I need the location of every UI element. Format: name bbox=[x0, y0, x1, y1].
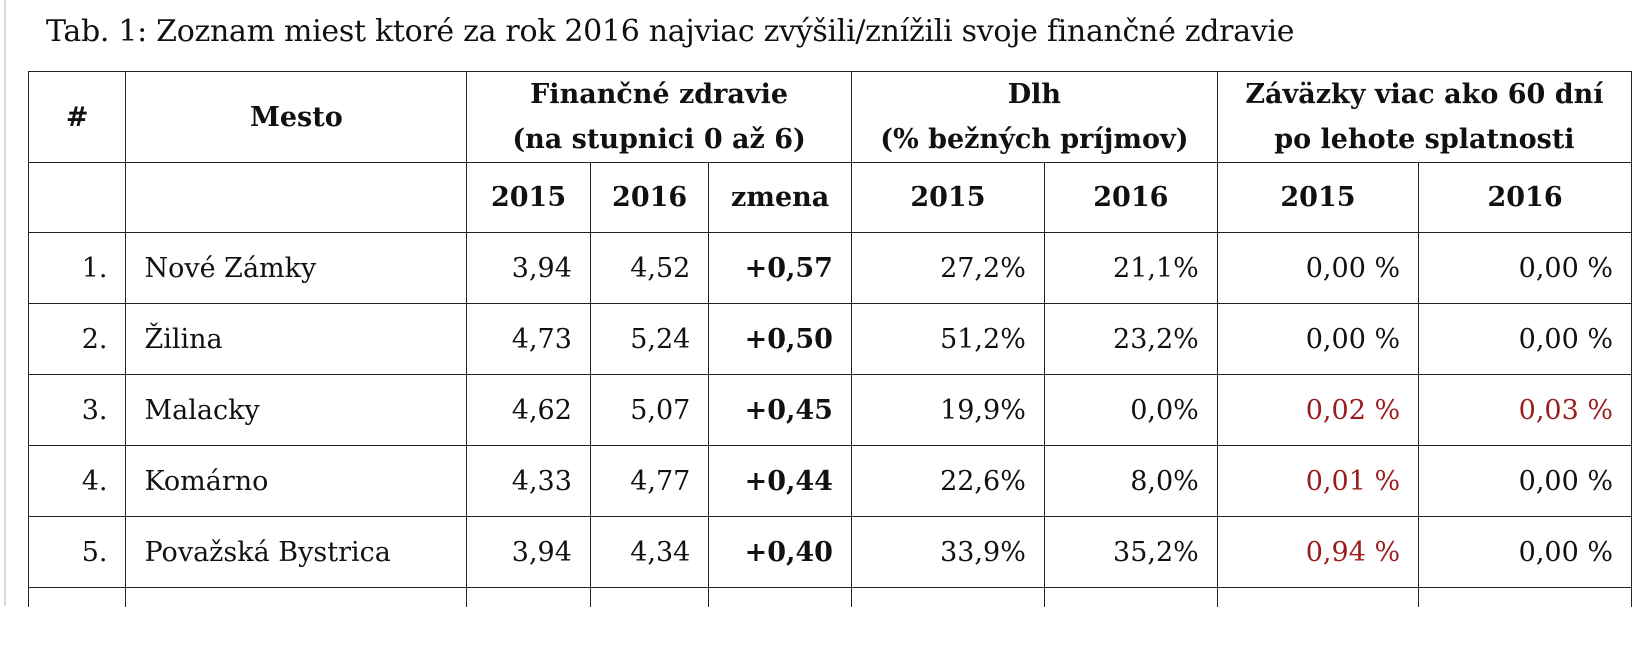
row-partial-cell bbox=[1418, 587, 1632, 607]
row-liab-2016: 0,03 % bbox=[1418, 374, 1632, 446]
row-city: Komárno bbox=[125, 445, 468, 517]
row-debt-2015: 51,2% bbox=[850, 303, 1045, 375]
row-liab-2015: 0,02 % bbox=[1216, 374, 1420, 446]
header-debt-line1: Dlh bbox=[1007, 79, 1062, 110]
table-row: 5. Považská Bystrica 3,94 4,34 +0,40 33,… bbox=[28, 516, 1632, 588]
row-debt-2016: 8,0% bbox=[1043, 445, 1218, 517]
header-health-change: zmena bbox=[708, 162, 852, 233]
row-liab-2015: 0,00 % bbox=[1216, 303, 1420, 375]
row-partial-cell bbox=[708, 587, 852, 607]
row-debt-2016: 23,2% bbox=[1043, 303, 1218, 375]
row-liab-2015: 0,00 % bbox=[1216, 232, 1420, 304]
row-health-2015: 4,33 bbox=[466, 445, 591, 517]
row-city: Žilina bbox=[125, 303, 468, 375]
header-liab-2015: 2015 bbox=[1216, 162, 1420, 233]
header-debt: Dlh (% bežných príjmov) bbox=[850, 71, 1218, 163]
row-city: Nové Zámky bbox=[125, 232, 468, 304]
row-partial-cell bbox=[1043, 587, 1218, 607]
header-health-line2: (na stupnici 0 až 6) bbox=[512, 124, 806, 155]
table-row: 4. Komárno 4,33 4,77 +0,44 22,6% 8,0% 0,… bbox=[28, 445, 1632, 517]
row-city: Malacky bbox=[125, 374, 468, 446]
row-partial-cell bbox=[466, 587, 591, 607]
row-rank: 3. bbox=[28, 374, 127, 446]
row-liab-2016: 0,00 % bbox=[1418, 303, 1632, 375]
table-row: 1. Nové Zámky 3,94 4,52 +0,57 27,2% 21,1… bbox=[28, 232, 1632, 304]
row-health-change: +0,57 bbox=[708, 232, 852, 304]
table-row: 2. Žilina 4,73 5,24 +0,50 51,2% 23,2% 0,… bbox=[28, 303, 1632, 375]
row-partial-cell bbox=[125, 587, 468, 607]
header-liab-line2: po lehote splatnosti bbox=[1274, 124, 1575, 155]
page-edge-rule bbox=[4, 0, 6, 606]
row-rank: 1. bbox=[28, 232, 127, 304]
row-debt-2016: 21,1% bbox=[1043, 232, 1218, 304]
header-health-2015: 2015 bbox=[466, 162, 591, 233]
row-liab-2015: 0,94 % bbox=[1216, 516, 1420, 588]
row-debt-2015: 22,6% bbox=[850, 445, 1045, 517]
row-debt-2016: 35,2% bbox=[1043, 516, 1218, 588]
row-health-change: +0,40 bbox=[708, 516, 852, 588]
row-health-2015: 4,73 bbox=[466, 303, 591, 375]
header-debt-2016: 2016 bbox=[1043, 162, 1218, 233]
header-liabilities: Záväzky viac ako 60 dní po lehote splatn… bbox=[1216, 71, 1633, 163]
row-rank: 4. bbox=[28, 445, 127, 517]
row-liab-2016: 0,00 % bbox=[1418, 232, 1632, 304]
header-health-2016: 2016 bbox=[589, 162, 710, 233]
header-liab-line1: Záväzky viac ako 60 dní bbox=[1245, 79, 1604, 110]
row-partial-cell bbox=[1216, 587, 1420, 607]
row-debt-2015: 33,9% bbox=[850, 516, 1045, 588]
table-row: 3. Malacky 4,62 5,07 +0,45 19,9% 0,0% 0,… bbox=[28, 374, 1632, 446]
header-index: # bbox=[28, 71, 127, 163]
row-liab-2016: 0,00 % bbox=[1418, 516, 1632, 588]
row-liab-2016: 0,00 % bbox=[1418, 445, 1632, 517]
header-row-groups: # Mesto Finančné zdravie (na stupnici 0 … bbox=[28, 71, 1633, 163]
header-debt-2015: 2015 bbox=[850, 162, 1045, 233]
header-city: Mesto bbox=[125, 71, 468, 163]
row-health-2016: 5,24 bbox=[589, 303, 710, 375]
row-rank: 2. bbox=[28, 303, 127, 375]
row-partial-cell bbox=[850, 587, 1045, 607]
header-debt-line2: (% bežných príjmov) bbox=[880, 124, 1189, 155]
row-partial-cell bbox=[589, 587, 710, 607]
row-health-change: +0,50 bbox=[708, 303, 852, 375]
row-health-2015: 3,94 bbox=[466, 232, 591, 304]
header-financial-health: Finančné zdravie (na stupnici 0 až 6) bbox=[466, 71, 852, 163]
row-health-2015: 4,62 bbox=[466, 374, 591, 446]
row-health-2015: 3,94 bbox=[466, 516, 591, 588]
finance-table: # Mesto Finančné zdravie (na stupnici 0 … bbox=[28, 71, 1633, 607]
row-health-change: +0,45 bbox=[708, 374, 852, 446]
row-health-2016: 4,34 bbox=[589, 516, 710, 588]
header-health-line1: Finančné zdravie bbox=[530, 79, 789, 110]
row-health-2016: 5,07 bbox=[589, 374, 710, 446]
header-row-years: 2015 2016 zmena 2015 2016 2015 2016 bbox=[28, 162, 1632, 233]
row-debt-2015: 19,9% bbox=[850, 374, 1045, 446]
row-liab-2015: 0,01 % bbox=[1216, 445, 1420, 517]
row-rank: 5. bbox=[28, 516, 127, 588]
row-city: Považská Bystrica bbox=[125, 516, 468, 588]
row-health-change: +0,44 bbox=[708, 445, 852, 517]
row-health-2016: 4,52 bbox=[589, 232, 710, 304]
header-liab-2016: 2016 bbox=[1418, 162, 1632, 233]
header-empty-city bbox=[125, 162, 468, 233]
finance-table-container: # Mesto Finančné zdravie (na stupnici 0 … bbox=[28, 71, 1633, 607]
row-debt-2016: 0,0% bbox=[1043, 374, 1218, 446]
row-partial-cell bbox=[28, 587, 127, 607]
header-empty-index bbox=[28, 162, 127, 233]
table-caption: Tab. 1: Zoznam miest ktoré za rok 2016 n… bbox=[46, 14, 1295, 49]
table-row-partial bbox=[28, 587, 1632, 607]
row-health-2016: 4,77 bbox=[589, 445, 710, 517]
row-debt-2015: 27,2% bbox=[850, 232, 1045, 304]
